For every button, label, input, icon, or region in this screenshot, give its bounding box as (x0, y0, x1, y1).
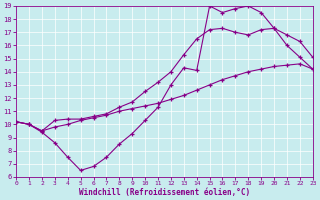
X-axis label: Windchill (Refroidissement éolien,°C): Windchill (Refroidissement éolien,°C) (79, 188, 250, 197)
